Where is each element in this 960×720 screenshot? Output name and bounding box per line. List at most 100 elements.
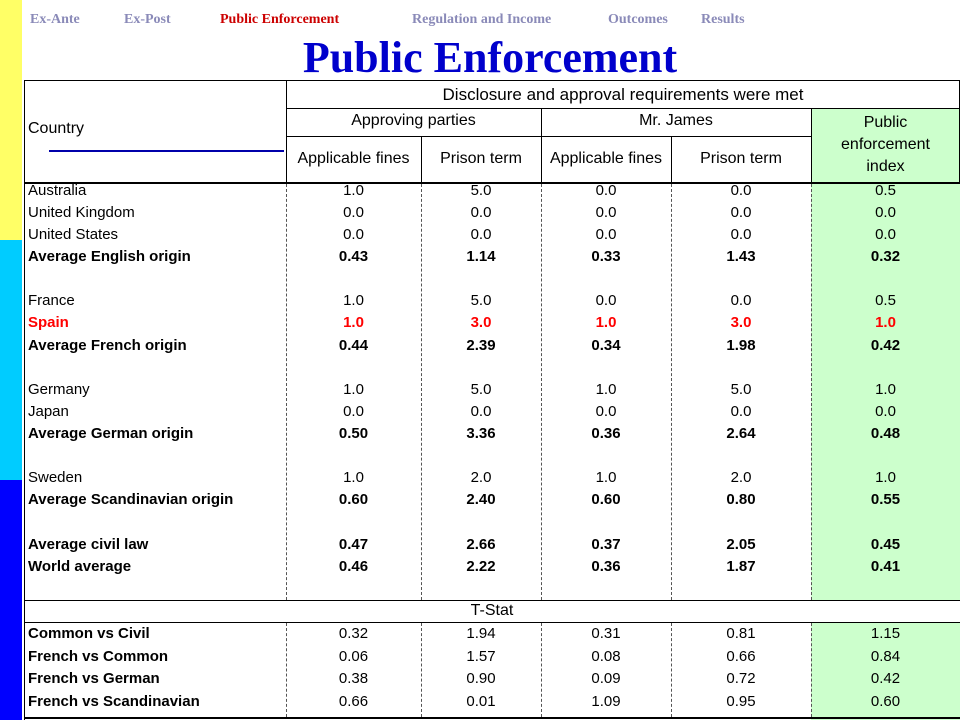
value-cell: 0.0 bbox=[595, 403, 617, 420]
value-cell: 0.34 bbox=[591, 337, 621, 354]
value-cell: 0.0 bbox=[730, 403, 752, 420]
value-cell: 2.22 bbox=[466, 558, 496, 575]
nav-ex-ante[interactable]: Ex-Ante bbox=[30, 12, 80, 27]
value-cell: 3.36 bbox=[466, 425, 496, 442]
index-header-line3: index bbox=[866, 158, 905, 175]
nav-results[interactable]: Results bbox=[701, 12, 745, 27]
value-cell: 2.0 bbox=[470, 469, 492, 486]
sidebar-band-yellow bbox=[0, 0, 22, 240]
value-cell: 2.39 bbox=[466, 337, 496, 354]
country-cell: World average bbox=[28, 558, 132, 575]
country-header: Country bbox=[28, 120, 85, 137]
value-cell: 0.0 bbox=[595, 182, 617, 199]
value-cell: 0.47 bbox=[338, 536, 369, 553]
country-cell: Germany bbox=[28, 381, 90, 398]
country-cell: United States bbox=[28, 226, 119, 243]
country-cell: Average Scandinavian origin bbox=[28, 491, 234, 508]
country-cell: Japan bbox=[28, 403, 69, 420]
value-cell: 0.38 bbox=[338, 670, 369, 687]
country-cell: Average civil law bbox=[28, 536, 149, 553]
comparison-cell: French vs Scandinavian bbox=[28, 693, 200, 710]
value-cell: 1.57 bbox=[466, 648, 496, 665]
index-cell: 1.0 bbox=[875, 469, 896, 486]
index-cell: 0.45 bbox=[870, 536, 901, 553]
index-cell: 0.0 bbox=[875, 226, 896, 243]
value-cell: 0.90 bbox=[466, 670, 496, 687]
index-cell: 0.41 bbox=[870, 558, 901, 575]
index-header-line1: Public bbox=[863, 114, 908, 131]
index-cell: 0.5 bbox=[875, 182, 896, 199]
country-cell: Australia bbox=[28, 182, 87, 199]
nav-public-enforcement[interactable]: Public Enforcement bbox=[220, 12, 340, 27]
value-cell: 1.87 bbox=[726, 558, 756, 575]
col-header-ap-prison: Prison term bbox=[440, 150, 522, 167]
index-column-fill bbox=[811, 109, 960, 601]
value-cell: 3.0 bbox=[730, 314, 752, 331]
value-cell: 5.0 bbox=[470, 292, 492, 309]
mr-james-header: Mr. James bbox=[639, 112, 713, 129]
value-cell: 1.94 bbox=[466, 625, 496, 642]
value-cell: 1.14 bbox=[466, 248, 496, 265]
value-cell: 0.08 bbox=[591, 648, 621, 665]
value-cell: 1.0 bbox=[595, 469, 617, 486]
nav-outcomes[interactable]: Outcomes bbox=[608, 12, 668, 27]
index-cell: 0.0 bbox=[875, 403, 896, 420]
value-cell: 0.0 bbox=[343, 403, 364, 420]
index-cell: 1.0 bbox=[875, 381, 896, 398]
sidebar-band-blue bbox=[0, 480, 22, 720]
index-header-line2: enforcement bbox=[841, 136, 930, 153]
index-cell: 1.0 bbox=[875, 314, 896, 331]
index-cell: 0.48 bbox=[870, 425, 901, 442]
value-cell: 2.0 bbox=[730, 469, 752, 486]
comparison-cell: Common vs Civil bbox=[28, 625, 150, 642]
value-cell: 0.0 bbox=[470, 403, 492, 420]
value-cell: 0.43 bbox=[338, 248, 369, 265]
country-cell: Spain bbox=[28, 314, 69, 331]
value-cell: 1.09 bbox=[591, 693, 621, 710]
value-cell: 1.0 bbox=[343, 182, 364, 199]
tstat-header: T-Stat bbox=[470, 602, 514, 619]
col-header-mj-prison: Prison term bbox=[700, 150, 782, 167]
value-cell: 2.66 bbox=[466, 536, 496, 553]
value-cell: 0.32 bbox=[338, 625, 369, 642]
index-tstat-fill bbox=[811, 623, 960, 720]
value-cell: 0.01 bbox=[466, 693, 496, 710]
value-cell: 0.0 bbox=[730, 182, 752, 199]
comparison-cell: French vs Common bbox=[28, 648, 169, 665]
value-cell: 5.0 bbox=[470, 182, 492, 199]
value-cell: 0.0 bbox=[595, 204, 617, 221]
value-cell: 0.36 bbox=[591, 425, 621, 442]
value-cell: 0.36 bbox=[591, 558, 621, 575]
value-cell: 5.0 bbox=[730, 381, 752, 398]
index-cell: 0.5 bbox=[875, 292, 896, 309]
value-cell: 0.81 bbox=[726, 625, 756, 642]
value-cell: 1.0 bbox=[595, 381, 617, 398]
page-title: Public Enforcement bbox=[302, 33, 678, 82]
value-cell: 0.80 bbox=[726, 491, 756, 508]
value-cell: 0.66 bbox=[726, 648, 756, 665]
value-cell: 1.0 bbox=[343, 381, 364, 398]
country-cell: France bbox=[28, 292, 75, 309]
value-cell: 0.06 bbox=[338, 648, 369, 665]
value-cell: 0.72 bbox=[726, 670, 756, 687]
value-cell: 1.0 bbox=[343, 292, 364, 309]
value-cell: 0.0 bbox=[730, 226, 752, 243]
country-cell: Average French origin bbox=[28, 337, 187, 354]
nav-ex-post[interactable]: Ex-Post bbox=[124, 12, 171, 27]
index-cell: 0.42 bbox=[870, 337, 901, 354]
value-cell: 0.0 bbox=[595, 292, 617, 309]
nav-regulation-and-income[interactable]: Regulation and Income bbox=[412, 12, 552, 27]
country-cell: Average English origin bbox=[28, 248, 191, 265]
sidebar-band-cyan bbox=[0, 240, 22, 480]
index-cell: 0.84 bbox=[870, 648, 901, 665]
comparison-cell: French vs German bbox=[28, 670, 160, 687]
value-cell: 1.0 bbox=[343, 469, 364, 486]
group-header: Disclosure and approval requirements wer… bbox=[442, 85, 804, 104]
value-cell: 0.33 bbox=[591, 248, 621, 265]
index-cell: 1.15 bbox=[870, 625, 901, 642]
value-cell: 0.50 bbox=[338, 425, 369, 442]
value-cell: 0.0 bbox=[730, 292, 752, 309]
value-cell: 2.64 bbox=[726, 425, 756, 442]
value-cell: 0.0 bbox=[595, 226, 617, 243]
country-underline bbox=[49, 150, 284, 152]
